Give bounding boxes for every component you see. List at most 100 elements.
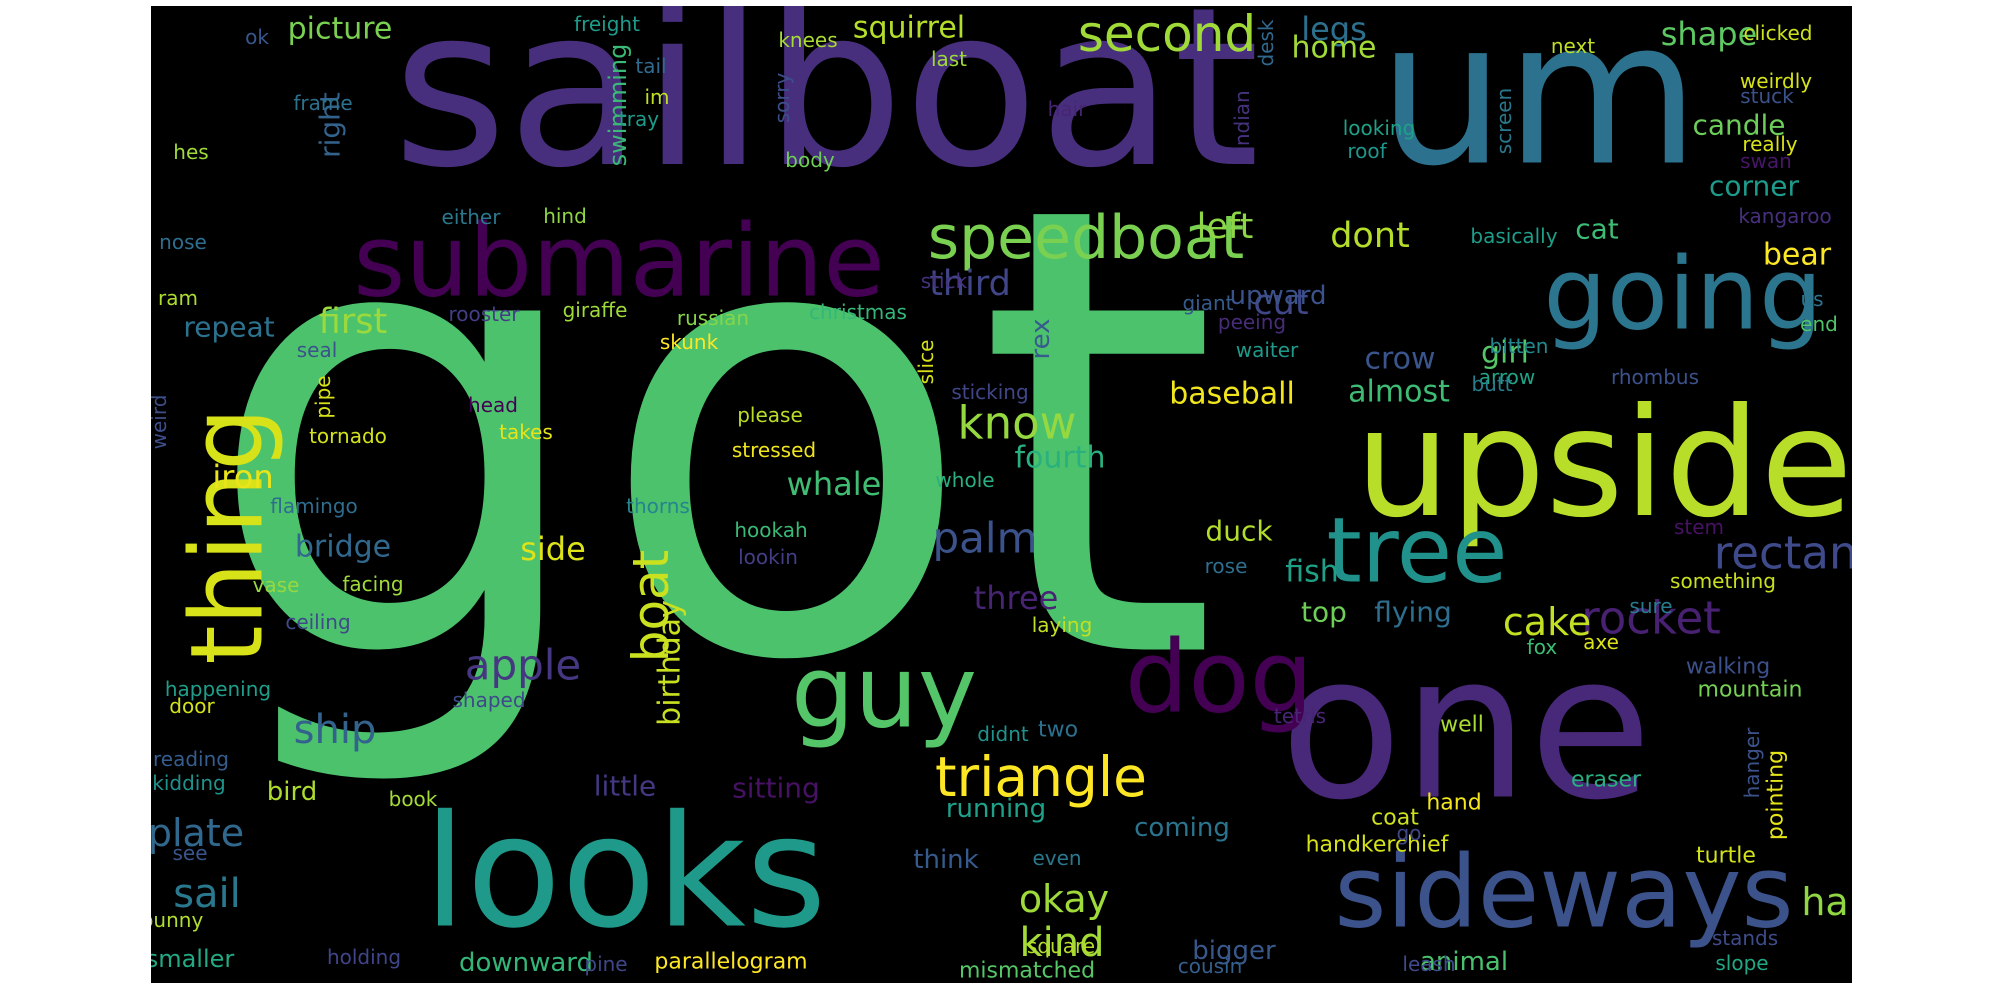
cloud-word-triangle: triangle	[935, 745, 1147, 809]
cloud-word-legs: legs	[1301, 10, 1367, 48]
cloud-word-apple: apple	[465, 641, 582, 690]
cloud-word-swimming: swimming	[604, 44, 632, 167]
cloud-word-last: last	[931, 47, 967, 71]
cloud-word-know: know	[958, 397, 1077, 450]
cloud-word-either: either	[442, 205, 502, 229]
cloud-word-weirdly: weirdly	[1740, 69, 1812, 93]
cloud-word-smaller: smaller	[151, 945, 234, 973]
cloud-word-tetris: tetris	[1274, 704, 1326, 728]
cloud-word-hand: hand	[1426, 791, 1481, 816]
cloud-word-squirrel: squirrel	[853, 11, 965, 46]
cloud-word-stands: stands	[1712, 926, 1778, 950]
cloud-word-clicked: clicked	[1744, 21, 1813, 45]
cloud-word-dont: dont	[1330, 216, 1410, 256]
cloud-word-think: think	[913, 845, 978, 875]
cloud-word-cousin: cousin	[1178, 954, 1243, 978]
cloud-word-kidding: kidding	[152, 771, 225, 795]
cloud-word-christmas: christmas	[809, 300, 907, 324]
cloud-word-submarine: submarine	[353, 203, 884, 320]
cloud-word-little: little	[594, 770, 657, 803]
cloud-word-rhombus: rhombus	[1611, 365, 1699, 389]
cloud-word-stem: stem	[1674, 515, 1724, 539]
cloud-word-um: um	[1378, 6, 1700, 211]
cloud-word-vase: vase	[253, 573, 300, 597]
cloud-word-speedboat: speedboat	[928, 203, 1244, 273]
cloud-word-well: well	[1440, 713, 1484, 738]
cloud-word-picture: picture	[288, 12, 393, 47]
cloud-word-sailboat: sailboat	[392, 6, 1259, 216]
cloud-word-screen: screen	[1492, 88, 1516, 154]
cloud-word-slice: slice	[914, 340, 938, 385]
cloud-word-fish: fish	[1285, 555, 1339, 590]
cloud-word-happening: happening	[165, 677, 271, 701]
cloud-word-stuck: stuck	[1740, 84, 1794, 108]
cloud-word-eraser: eraser	[1571, 768, 1642, 793]
cloud-word-flying: flying	[1374, 596, 1452, 629]
cloud-word-holding: holding	[327, 945, 401, 969]
cloud-word-guy: guy	[791, 634, 977, 751]
cloud-word-top: top	[1301, 596, 1347, 629]
cloud-word-thorns: thorns	[626, 494, 690, 518]
cloud-word-repeat: repeat	[183, 311, 274, 344]
cloud-word-okay: okay	[1019, 877, 1109, 921]
cloud-word-baseball: baseball	[1169, 377, 1295, 412]
cloud-word-cut: cut	[1253, 283, 1308, 323]
cloud-word-shape: shape	[1661, 15, 1758, 53]
cloud-word-skunk: skunk	[660, 330, 719, 354]
cloud-word-girl: girl	[1481, 336, 1529, 371]
cloud-word-lookin: lookin	[738, 545, 798, 569]
cloud-word-half: half	[1801, 880, 1852, 924]
cloud-word-im: im	[644, 85, 669, 109]
cloud-word-facing: facing	[342, 572, 403, 596]
cloud-word-butt: butt	[1471, 372, 1512, 396]
cloud-word-coming: coming	[1134, 813, 1230, 843]
cloud-word-candle: candle	[1692, 109, 1785, 142]
cloud-word-freight: freight	[574, 12, 640, 36]
cloud-word-pipe: pipe	[311, 375, 335, 418]
cloud-word-rectangle: rectangle	[1714, 527, 1852, 580]
cloud-word-downward: downward	[459, 948, 593, 978]
cloud-word-thing: thing	[169, 407, 286, 664]
cloud-word-palm: palm	[933, 514, 1038, 563]
cloud-word-cat: cat	[1575, 213, 1619, 246]
cloud-word-boat: boat	[622, 550, 680, 663]
cloud-word-sitting: sitting	[732, 772, 820, 805]
cloud-word-tray: tray	[619, 107, 659, 131]
cloud-word-turtle: turtle	[1696, 844, 1756, 869]
cloud-word-got: got	[203, 76, 1219, 797]
cloud-word-mismatched: mismatched	[959, 959, 1095, 984]
cloud-word-rooster: rooster	[448, 302, 520, 326]
cloud-word-two: two	[1038, 718, 1078, 743]
cloud-word-one: one	[1280, 612, 1652, 845]
cloud-word-rose: rose	[1205, 554, 1248, 578]
cloud-word-see: see	[172, 841, 207, 865]
cloud-word-almost: almost	[1348, 375, 1450, 410]
cloud-word-bitten: bitten	[1490, 334, 1549, 358]
cloud-word-nose: nose	[159, 230, 207, 254]
cloud-word-sideways: sideways	[1334, 834, 1793, 951]
cloud-word-indian: indian	[1230, 90, 1254, 151]
cloud-word-body: body	[785, 148, 835, 172]
cloud-word-stressed: stressed	[732, 438, 816, 462]
cloud-word-iron: iron	[212, 458, 273, 496]
cloud-word-bear: bear	[1763, 238, 1832, 273]
cloud-word-duck: duck	[1205, 515, 1273, 548]
cloud-word-kangaroo: kangaroo	[1738, 204, 1831, 228]
cloud-word-mountain: mountain	[1698, 678, 1803, 703]
cloud-word-crow: crow	[1364, 342, 1435, 377]
cloud-word-plate: plate	[151, 811, 244, 855]
cloud-word-ship: ship	[294, 707, 377, 753]
cloud-word-animal: animal	[1420, 947, 1508, 977]
cloud-word-desk: desk	[1254, 19, 1278, 66]
cloud-word-hookah: hookah	[734, 518, 807, 542]
cloud-word-parallelogram: parallelogram	[654, 950, 807, 975]
word-cloud: got sailboat um upside one looks submarine goin…	[151, 6, 1852, 983]
cloud-word-upward: upward	[1230, 281, 1327, 311]
cloud-word-laying: laying	[1032, 613, 1093, 637]
cloud-word-takes: takes	[499, 420, 553, 444]
cloud-word-side: side	[520, 530, 586, 568]
cloud-word-arrow: arrow	[1479, 365, 1536, 389]
cloud-word-knees: knees	[778, 28, 837, 52]
cloud-word-shaped: shaped	[452, 688, 525, 712]
cloud-word-us: us	[1800, 287, 1823, 311]
